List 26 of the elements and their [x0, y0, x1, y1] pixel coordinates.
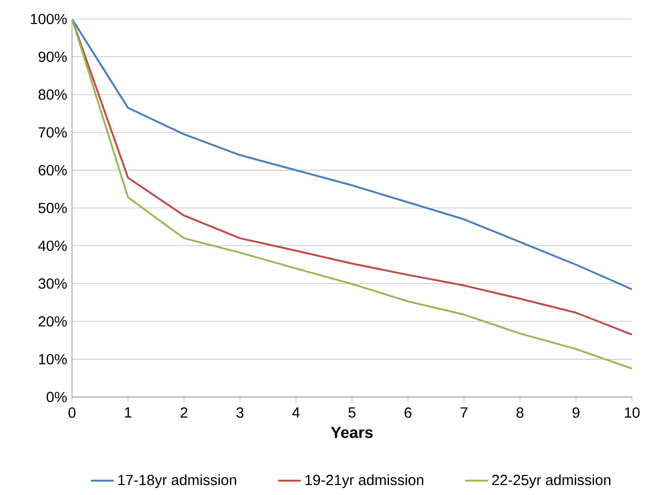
- y-tick-label: 0%: [46, 392, 67, 402]
- y-tick-label: 30%: [38, 278, 67, 289]
- x-tick-label: 4: [292, 407, 300, 418]
- x-tick-label: 6: [404, 407, 412, 418]
- y-tick-label: 70%: [38, 127, 67, 138]
- y-tick-label: 10%: [39, 354, 67, 364]
- x-tick-label: 1: [125, 407, 132, 418]
- x-tick-label: 9: [572, 407, 580, 418]
- x-tick-label: 10: [624, 407, 640, 418]
- x-tick-label: 7: [460, 407, 468, 418]
- x-axis-title: Years: [330, 426, 373, 438]
- y-tick-label: 20%: [38, 316, 67, 327]
- y-tick-label: 100%: [30, 14, 67, 24]
- y-tick-label: 60%: [38, 165, 67, 176]
- y-tick-label: 90%: [38, 52, 67, 62]
- x-tick-label: 8: [516, 407, 524, 418]
- legend-label: 17-18yr admission: [118, 474, 236, 488]
- y-tick-label: 40%: [38, 240, 67, 251]
- legend-label: 22-25yr admission: [492, 474, 610, 488]
- x-tick-label: 2: [180, 407, 188, 418]
- x-tick-label: 5: [348, 407, 356, 418]
- y-tick-label: 50%: [38, 202, 67, 214]
- x-tick-label: 3: [236, 407, 244, 418]
- y-tick-label: 80%: [38, 89, 67, 100]
- legend-label: 19-21yr admission: [306, 474, 424, 488]
- x-tick-label: 0: [68, 407, 76, 418]
